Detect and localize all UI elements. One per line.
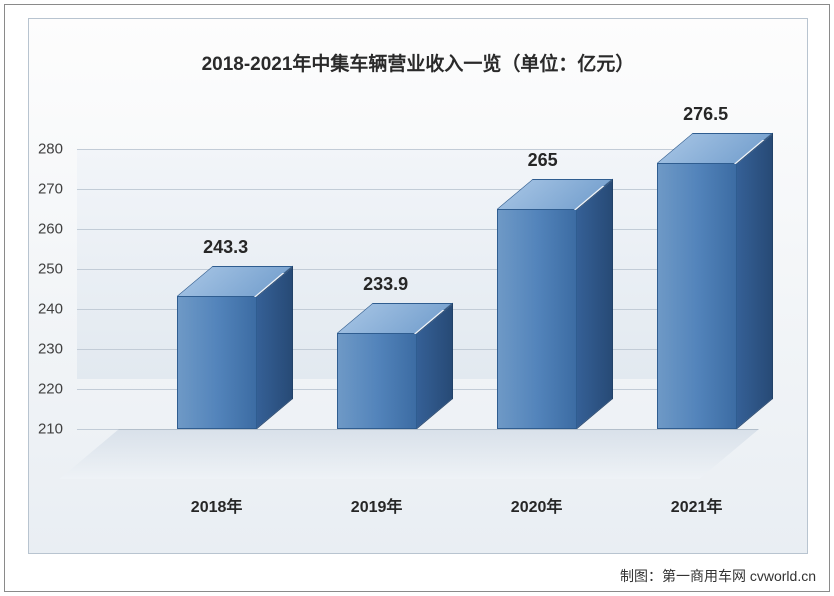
bar-value-label: 243.3: [203, 237, 248, 258]
x-tick-label: 2020年: [511, 493, 563, 517]
bar-front: [177, 296, 257, 429]
bar-front: [337, 333, 417, 429]
bar-side: [577, 179, 613, 429]
y-tick-label: 230: [38, 341, 63, 358]
bars-layer: 243.3233.9265276.5: [119, 149, 759, 429]
y-tick-label: 210: [38, 421, 63, 438]
y-tick-label: 270: [38, 181, 63, 198]
plot-area: 210220230240250260270280 243.3233.926527…: [119, 149, 759, 479]
y-tick-label: 250: [38, 261, 63, 278]
bar-value-label: 276.5: [683, 104, 728, 125]
bar-value-label: 233.9: [363, 274, 408, 295]
bar-front: [657, 163, 737, 429]
bar-value-label: 265: [528, 150, 558, 171]
x-tick-label: 2018年: [191, 493, 243, 517]
x-tick-label: 2021年: [671, 493, 723, 517]
y-tick-label: 240: [38, 301, 63, 318]
bar-front: [497, 209, 577, 429]
credit-text: 制图：第一商用车网 cvworld.cn: [620, 566, 816, 586]
floor-plane: [59, 429, 759, 479]
y-tick-label: 260: [38, 221, 63, 238]
revenue-chart: 2018-2021年中集车辆营业收入一览（单位：亿元） 210 220 230 240…: [28, 18, 808, 554]
y-tick-label: 220: [38, 381, 63, 398]
x-tick-label: 2019年: [351, 493, 403, 517]
chart-title: 2018-2021年中集车辆营业收入一览（单位：亿元）: [29, 49, 807, 76]
bar-side: [737, 133, 773, 429]
y-tick-label: 280: [38, 141, 63, 158]
